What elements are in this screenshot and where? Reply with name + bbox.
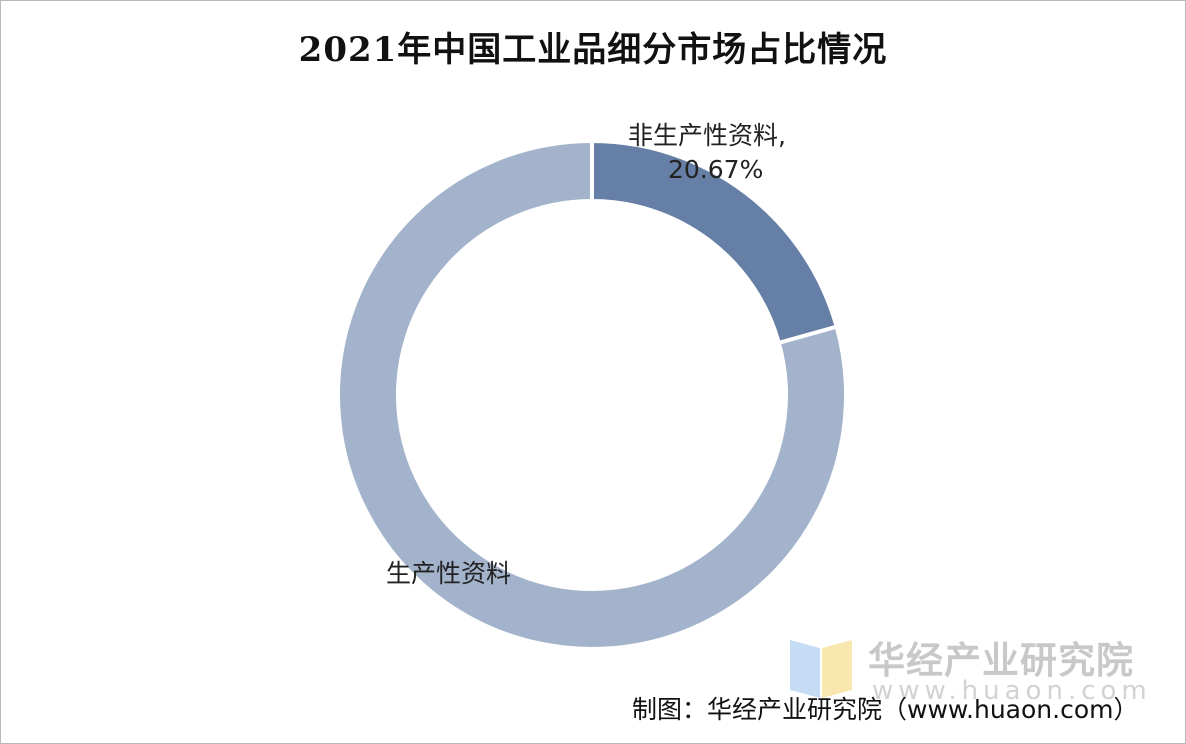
watermark-text: 华经产业研究院: [868, 639, 1134, 682]
watermark-logo-icon: [790, 640, 852, 698]
chart-title: 2021年中国工业品细分市场占比情况: [298, 30, 888, 70]
watermark-url: www.huaon.com: [872, 676, 1152, 706]
source-note: 制图：华经产业研究院（www.huaon.com）: [632, 695, 1139, 724]
slice-label-non-production-name: 非生产性资料,: [628, 121, 786, 150]
donut-slice-production: [336, 138, 848, 651]
slice-label-non-production-value: 20.67%: [668, 155, 763, 184]
slice-label-production-name: 生产性资料: [386, 559, 511, 588]
